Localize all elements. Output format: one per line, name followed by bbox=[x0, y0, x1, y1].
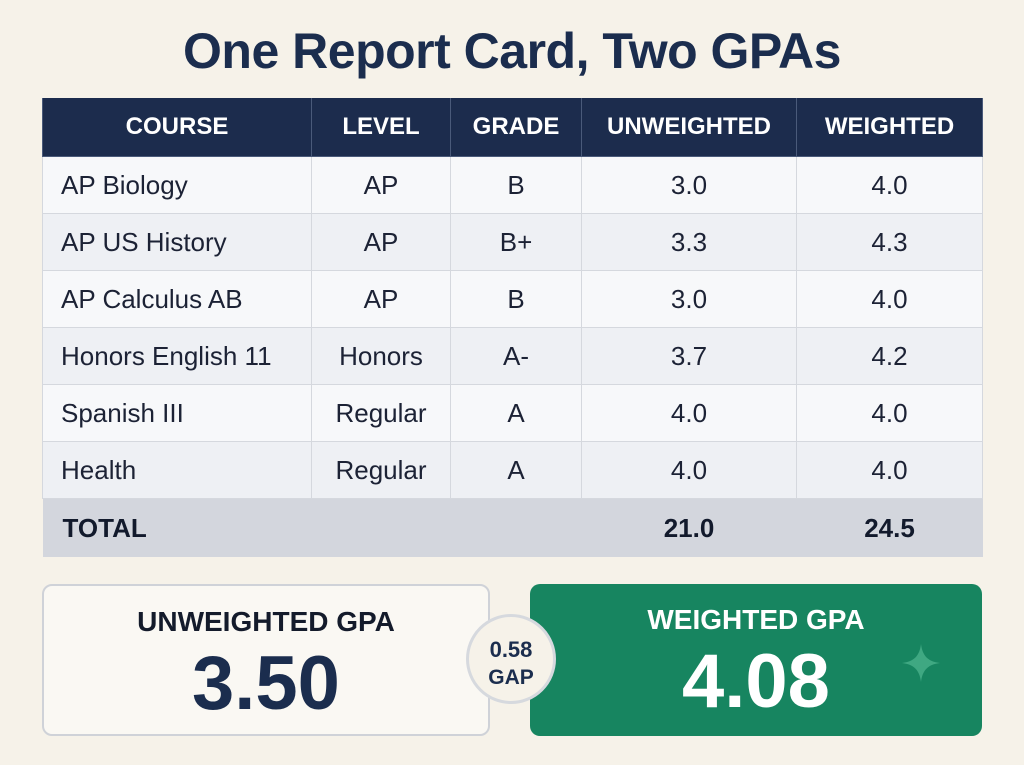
level-cell: Regular bbox=[311, 441, 451, 499]
page-title: One Report Card, Two GPAs bbox=[183, 23, 841, 79]
table-row: AP Biology AP B 3.0 4.0 bbox=[42, 156, 983, 214]
unweighted-cell: 4.0 bbox=[581, 384, 797, 442]
weighted-cell: 4.0 bbox=[796, 156, 983, 214]
course-cell: AP Biology bbox=[42, 156, 312, 214]
course-cell: Health bbox=[42, 441, 312, 499]
grades-table: COURSE LEVEL GRADE UNWEIGHTED WEIGHTED A… bbox=[42, 98, 983, 557]
level-cell: AP bbox=[311, 213, 451, 271]
course-cell: AP US History bbox=[42, 213, 312, 271]
column-header-level: LEVEL bbox=[311, 98, 451, 157]
unweighted-gpa-value: 3.50 bbox=[192, 641, 340, 726]
total-row: TOTAL 21.0 24.5 bbox=[42, 498, 983, 557]
weighted-cell: 4.2 bbox=[796, 327, 983, 385]
level-cell: Regular bbox=[311, 384, 451, 442]
weighted-cell: 4.3 bbox=[796, 213, 983, 271]
unweighted-cell: 3.0 bbox=[581, 156, 797, 214]
column-header-weighted: WEIGHTED bbox=[796, 98, 983, 157]
total-grade-cell bbox=[450, 498, 582, 557]
level-cell: AP bbox=[311, 156, 451, 214]
level-cell: AP bbox=[311, 270, 451, 328]
unweighted-cell: 3.0 bbox=[581, 270, 797, 328]
course-cell: Honors English 11 bbox=[42, 327, 312, 385]
table-row: AP US History AP B+ 3.3 4.3 bbox=[42, 213, 983, 271]
weighted-gpa-card: WEIGHTED GPA 4.08 bbox=[530, 584, 982, 736]
level-cell: Honors bbox=[311, 327, 451, 385]
column-header-grade: GRADE bbox=[450, 98, 582, 157]
grade-cell: B bbox=[450, 270, 582, 328]
weighted-cell: 4.0 bbox=[796, 441, 983, 499]
grade-cell: A bbox=[450, 441, 582, 499]
unweighted-cell: 4.0 bbox=[581, 441, 797, 499]
table-row: Health Regular A 4.0 4.0 bbox=[42, 441, 983, 499]
course-cell: Spanish III bbox=[42, 384, 312, 442]
grade-cell: B bbox=[450, 156, 582, 214]
grades-table-container: COURSE LEVEL GRADE UNWEIGHTED WEIGHTED A… bbox=[42, 98, 983, 557]
unweighted-cell: 3.7 bbox=[581, 327, 797, 385]
sparkle-icon bbox=[902, 644, 940, 682]
total-unweighted: 21.0 bbox=[581, 498, 797, 557]
course-cell: AP Calculus AB bbox=[42, 270, 312, 328]
table-header-row: COURSE LEVEL GRADE UNWEIGHTED WEIGHTED bbox=[42, 98, 983, 157]
grade-cell: A bbox=[450, 384, 582, 442]
gap-label: GAP bbox=[488, 666, 534, 689]
gpa-gap-badge: 0.58 GAP bbox=[466, 614, 556, 704]
unweighted-gpa-label: UNWEIGHTED GPA bbox=[137, 606, 395, 637]
weighted-gpa-value: 4.08 bbox=[682, 639, 830, 724]
weighted-cell: 4.0 bbox=[796, 270, 983, 328]
weighted-gpa-label: WEIGHTED GPA bbox=[647, 604, 865, 635]
total-weighted: 24.5 bbox=[796, 498, 983, 557]
total-level-cell bbox=[311, 498, 451, 557]
table-row: AP Calculus AB AP B 3.0 4.0 bbox=[42, 270, 983, 328]
table-row: Spanish III Regular A 4.0 4.0 bbox=[42, 384, 983, 442]
column-header-course: COURSE bbox=[42, 98, 312, 157]
column-header-unweighted: UNWEIGHTED bbox=[581, 98, 797, 157]
table-row: Honors English 11 Honors A- 3.7 4.2 bbox=[42, 327, 983, 385]
weighted-cell: 4.0 bbox=[796, 384, 983, 442]
gap-value: 0.58 bbox=[489, 637, 533, 662]
unweighted-gpa-card: UNWEIGHTED GPA 3.50 bbox=[42, 584, 490, 736]
unweighted-cell: 3.3 bbox=[581, 213, 797, 271]
grade-cell: A- bbox=[450, 327, 582, 385]
total-label: TOTAL bbox=[42, 498, 312, 557]
grade-cell: B+ bbox=[450, 213, 582, 271]
